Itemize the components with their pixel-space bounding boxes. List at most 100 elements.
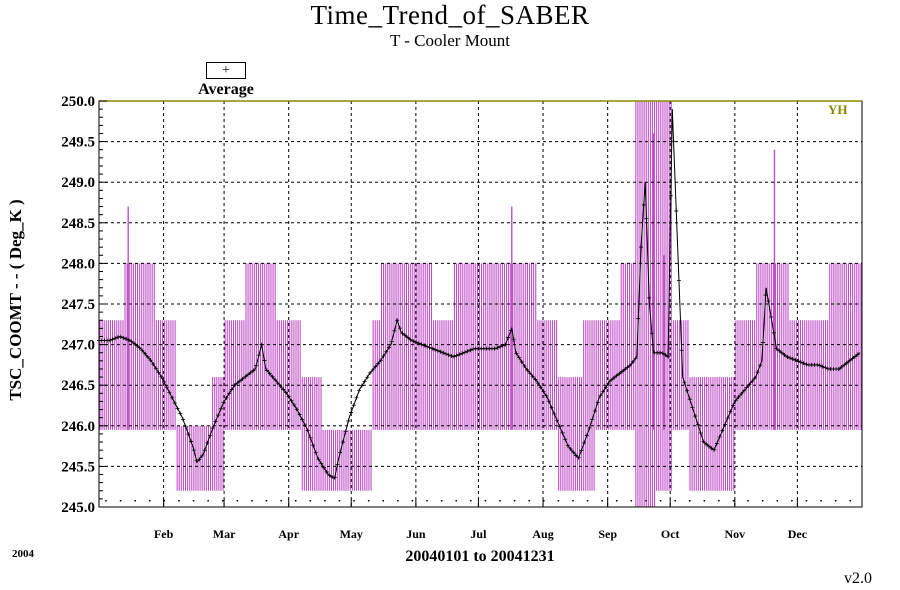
average-marker [538,385,543,390]
average-marker [725,416,730,421]
average-marker [701,439,706,444]
average-marker [281,387,286,392]
average-marker [384,349,389,354]
average-marker [175,406,180,411]
average-marker [796,359,801,364]
average-marker [349,410,354,415]
average-marker [752,376,757,381]
average-marker [313,450,318,455]
average-marker [530,374,535,379]
average-marker [308,435,313,440]
range-segment [99,320,124,430]
average-marker [782,352,787,357]
average-marker [368,371,373,376]
average-marker [424,344,429,349]
average-marker [378,358,383,363]
average-marker [181,417,186,422]
average-marker [132,341,137,346]
average-marker [164,385,169,390]
x-minor-tick [703,500,706,502]
average-marker [449,353,454,358]
x-minor-tick [849,500,851,502]
average-marker [676,278,681,283]
x-minor-tick [280,500,282,502]
average-marker [443,351,448,356]
x-tick-label: Mar [213,527,236,541]
average-marker [565,443,570,448]
chart-title: Time_Trend_of_SABER [310,0,590,30]
average-marker [836,366,841,371]
average-marker [376,361,381,366]
average-marker [639,245,644,250]
average-marker [202,448,207,453]
average-series [97,109,861,480]
average-marker [470,347,475,352]
average-marker [273,377,278,382]
average-marker [815,362,820,367]
average-marker [712,447,717,452]
x-minor-tick [761,500,764,502]
average-marker [446,352,451,357]
range-segment [372,320,380,430]
average-marker [178,411,183,416]
average-marker [617,371,622,376]
x-minor-tick [776,500,779,502]
x-minor-tick [338,500,341,502]
average-marker [595,400,600,405]
y-tick-label: 247.0 [61,338,95,354]
average-marker [601,389,606,394]
average-marker [546,399,551,404]
average-marker [197,457,202,462]
x-minor-tick [645,500,647,502]
x-minor-tick [586,500,589,502]
average-marker [183,424,188,429]
average-marker [823,365,828,370]
average-marker [213,419,218,424]
average-marker [411,339,416,344]
average-marker [519,359,524,364]
average-marker [292,403,297,408]
average-marker [452,354,457,359]
average-marker [525,367,530,372]
average-marker [186,432,191,437]
average-marker [668,193,673,198]
average-marker [592,409,597,414]
average-marker [210,426,215,431]
x-minor-tick [251,500,253,502]
range-segment [635,101,656,507]
average-marker [118,334,123,339]
average-marker [159,374,164,379]
average-marker [498,344,503,349]
x-minor-tick [805,500,808,502]
average-marker [687,397,692,402]
average-marker [552,411,557,416]
x-tick-label: Jun [406,527,426,541]
average-marker [140,348,145,353]
average-marker [191,448,196,453]
average-marker [714,441,719,446]
average-marker [739,391,744,396]
average-marker [302,422,307,427]
average-marker [742,388,747,393]
x-minor-tick [149,500,151,502]
range-segment [224,320,245,430]
average-marker [305,428,310,433]
average-marker [232,383,237,388]
x-minor-tick [747,500,749,502]
average-marker [167,390,172,395]
average-marker [671,139,676,144]
range-segment [380,263,433,430]
average-marker [381,353,386,358]
average-marker [636,316,641,321]
average-marker [774,346,779,351]
y-axis-label: TSC_COOMT - - ( Deg_K ) [6,199,25,401]
range-segment [689,377,735,491]
average-marker [598,393,603,398]
x-minor-tick [630,500,633,502]
average-marker [362,379,367,384]
x-tick-label: May [340,527,363,541]
x-minor-tick [382,500,385,502]
average-marker [706,444,711,449]
average-marker [414,340,419,345]
x-minor-tick [455,500,457,502]
